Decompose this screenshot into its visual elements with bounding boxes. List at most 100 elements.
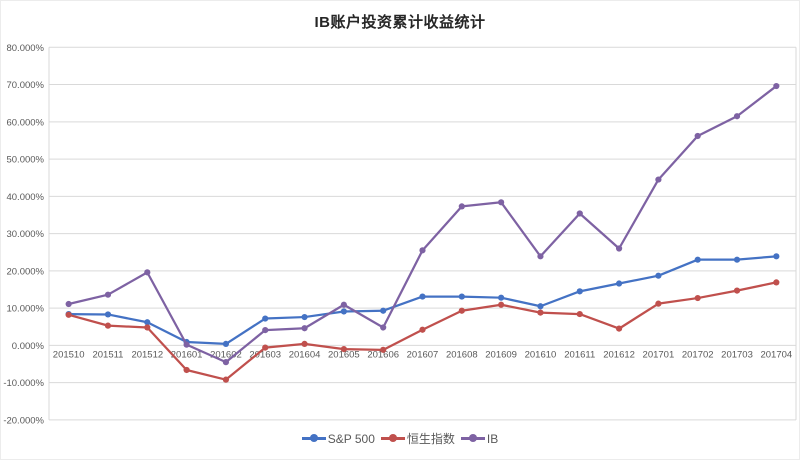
y-axis-tick-label: 80.000% [6, 43, 44, 54]
x-axis-tick-label: 201612 [603, 349, 635, 360]
data-point-marker [301, 313, 308, 321]
x-axis-tick-label: 201611 [564, 349, 595, 360]
legend-label: 恒生指数 [406, 432, 455, 446]
x-axis-tick-label: 201603 [249, 349, 281, 360]
x-axis-tick-label: 201604 [289, 349, 321, 360]
data-point-marker [615, 245, 623, 252]
data-point-marker [576, 288, 583, 295]
x-axis-tick-label: 201702 [682, 349, 714, 360]
data-point-marker [183, 341, 190, 348]
data-point-marker [419, 326, 426, 333]
data-point-marker [498, 301, 505, 308]
data-point-marker [380, 307, 387, 314]
data-point-marker [458, 203, 465, 210]
data-point-marker [104, 311, 112, 318]
legend-dot [388, 434, 397, 442]
data-point-marker [419, 293, 426, 300]
data-point-marker [694, 132, 701, 140]
data-point-marker [222, 340, 230, 347]
x-axis-tick-label: 201602 [210, 349, 242, 360]
legend-label: S&P 500 [327, 431, 375, 446]
y-axis-tick-label: 40.000% [6, 192, 44, 203]
legend-marker-icon [380, 432, 405, 445]
legend-item-恒生指数: 恒生指数 [380, 430, 455, 447]
chart-title: IB账户投资累计收益统计 [314, 14, 486, 31]
data-point-marker [694, 294, 701, 302]
data-point-marker [222, 376, 230, 383]
x-axis-tick-label: 201609 [485, 349, 517, 360]
y-axis-tick-label: 50.000% [6, 155, 44, 166]
data-point-marker [144, 269, 151, 276]
data-point-marker [498, 294, 505, 301]
data-point-marker [655, 300, 662, 307]
data-point-marker [694, 256, 701, 263]
data-point-marker [537, 303, 544, 310]
data-point-marker [340, 308, 347, 315]
data-point-marker [576, 210, 583, 217]
data-point-marker [340, 301, 347, 308]
legend-item-s&p-500: S&P 500 [301, 431, 375, 446]
data-point-marker [458, 293, 465, 300]
x-axis-tick-label: 201701 [643, 349, 675, 360]
data-point-marker [380, 346, 387, 353]
legend-dot [468, 434, 477, 442]
x-axis-tick-label: 201610 [525, 349, 557, 360]
data-point-marker [262, 327, 269, 334]
data-point-marker [301, 325, 308, 332]
y-axis-tick-label: 60.000% [6, 117, 44, 128]
x-axis-tick-label: 201512 [131, 349, 163, 360]
data-point-marker [262, 315, 269, 322]
x-axis-tick-label: 201605 [328, 349, 360, 360]
data-point-marker [733, 287, 741, 294]
y-axis-tick-label: 0.000% [12, 341, 45, 352]
y-axis-tick-label: 10.000% [6, 304, 44, 315]
data-point-marker [419, 247, 426, 254]
legend-label: IB [486, 431, 499, 446]
x-axis-tick-label: 201606 [367, 349, 399, 360]
y-axis-tick-label: 70.000% [6, 80, 44, 91]
data-point-marker [301, 340, 308, 347]
x-axis-tick-label: 201510 [53, 349, 85, 360]
data-point-marker [576, 310, 583, 318]
data-point-marker [458, 307, 465, 314]
data-point-marker [773, 253, 780, 260]
data-point-marker [104, 322, 112, 329]
y-axis-tick-label: -20.000% [3, 415, 44, 426]
data-point-marker [498, 199, 505, 206]
data-point-marker [655, 176, 662, 183]
y-axis-tick-label: -10.000% [3, 378, 44, 389]
data-point-marker [380, 324, 387, 331]
data-point-marker [65, 311, 72, 318]
data-point-marker [144, 319, 151, 326]
x-axis-tick-label: 201607 [407, 349, 439, 360]
chart-legend: S&P 500 恒生指数 IB [1, 430, 799, 447]
data-point-marker [104, 291, 112, 298]
data-point-marker [537, 309, 544, 316]
data-point-marker [183, 366, 190, 374]
x-axis-tick-label: 201704 [760, 349, 792, 360]
data-point-marker [773, 279, 780, 286]
data-point-marker [615, 280, 623, 287]
data-point-marker [733, 256, 741, 263]
y-axis-tick-label: 30.000% [6, 229, 44, 240]
legend-marker-icon [301, 432, 326, 445]
data-point-marker [733, 113, 741, 120]
data-point-marker [537, 253, 544, 260]
legend-dot [309, 434, 318, 442]
series-line-ib [67, 84, 778, 364]
data-point-marker [655, 272, 662, 279]
data-point-marker [262, 344, 269, 351]
data-point-marker [340, 346, 347, 353]
legend-marker-icon [460, 432, 485, 445]
data-point-marker [615, 325, 623, 332]
data-point-marker [144, 324, 151, 331]
legend-item-ib: IB [460, 431, 499, 446]
data-point-marker [65, 300, 72, 308]
y-axis-tick-label: 20.000% [6, 266, 44, 277]
x-axis-tick-label: 201511 [92, 349, 123, 360]
data-point-marker [222, 359, 230, 366]
x-axis-tick-label: 201601 [171, 349, 203, 360]
data-point-marker [773, 82, 780, 90]
